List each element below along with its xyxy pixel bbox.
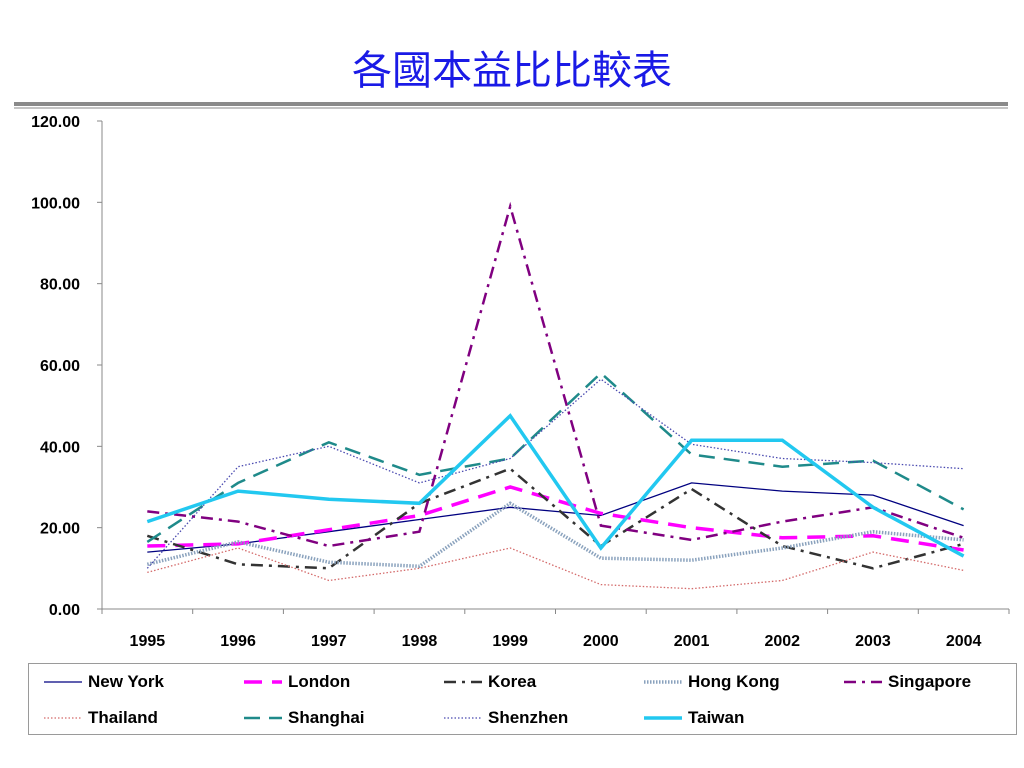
legend-swatch [444,680,482,684]
chart-legend: New York London Korea Hong Kong Singapore Tha… [28,663,1017,735]
legend-swatch [44,681,82,683]
legend-swatch [644,680,682,684]
x-tick-label: 2000 [583,633,619,650]
legend-item-shanghai: Shanghai [243,708,365,728]
series-line-thailand [147,547,964,590]
legend-item-hong-kong: Hong Kong [643,672,780,692]
legend-label: Hong Kong [688,672,780,691]
legend-item-korea: Korea [443,672,536,692]
y-tick-label: 60.00 [40,358,80,375]
x-tick-label: 2001 [674,633,710,650]
legend-item-london: London [243,672,350,692]
legend-item-singapore: Singapore [843,672,971,692]
line-chart: 0.00 20.00 40.00 60.00 80.00 100.00 120.00 1995… [31,114,1010,650]
legend-swatch [444,717,482,719]
y-tick-label: 100.00 [31,195,80,212]
legend-label: Shenzhen [488,708,569,727]
legend-item-taiwan: Taiwan [643,708,744,728]
legend-item-thailand: Thailand [43,708,158,728]
legend-label: Korea [488,672,537,691]
legend-label: London [288,672,351,691]
legend-item-new-york: New York [43,672,164,692]
y-tick-label: 120.00 [31,114,80,131]
y-tick-label: 0.00 [49,602,80,619]
series-line-new-york [147,482,964,553]
series-line-london [147,485,964,552]
chart-title: 各國本益比比較表 [352,48,672,94]
legend-swatch [644,716,682,720]
legend-label: New York [88,672,164,691]
x-tick-label: 1999 [492,633,528,650]
series-line-taiwan [146,413,965,558]
x-tick-label: 2003 [855,633,891,650]
legend-label: Shanghai [288,708,365,727]
legend-swatch [244,716,282,720]
x-tick-label: 1997 [311,633,347,650]
y-tick-label: 20.00 [40,521,80,538]
x-tick-label: 1996 [220,633,256,650]
title-divider [14,102,1008,106]
x-tick-label: 2004 [946,633,982,650]
series-line-shenzhen [146,378,964,569]
series-line-shanghai [146,371,965,543]
chart-axes: 0.00 20.00 40.00 60.00 80.00 100.00 120.00 1995… [31,114,1010,650]
title-divider-light [14,107,1008,109]
y-tick-label: 40.00 [40,439,80,456]
x-tick-label: 1998 [402,633,438,650]
y-tick-label: 80.00 [40,277,80,294]
series-line-singapore [147,201,964,548]
legend-item-shenzhen: Shenzhen [443,708,568,728]
legend-label: Taiwan [688,708,745,727]
legend-swatch [844,680,882,684]
legend-swatch [44,717,82,719]
legend-label: Thailand [88,708,158,727]
x-tick-label: 1995 [130,633,166,650]
legend-swatch [244,680,282,684]
x-tick-label: 2002 [764,633,800,650]
chart-series [146,201,965,590]
series-line-korea [146,467,964,570]
legend-label: Singapore [888,672,972,691]
